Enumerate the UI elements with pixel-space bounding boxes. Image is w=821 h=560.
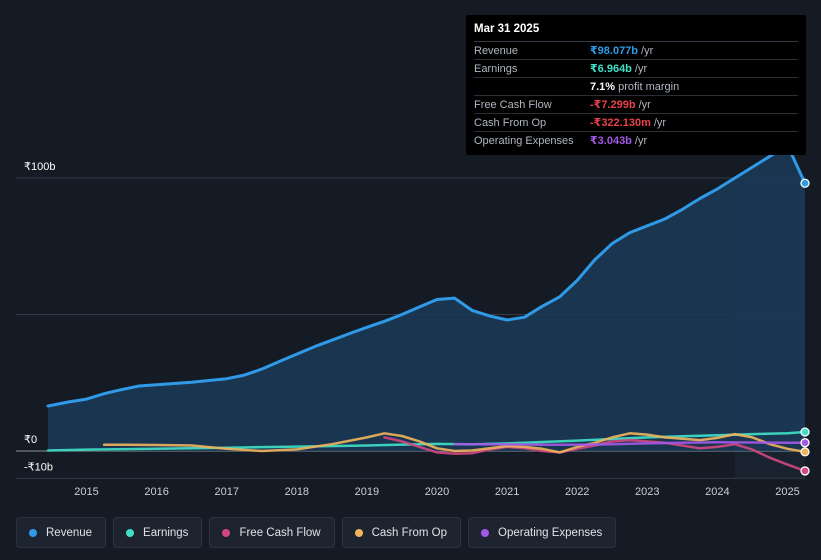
- x-tick-label: 2019: [355, 486, 379, 498]
- tooltip-row: Free Cash Flow -₹7.299b/yr: [474, 96, 798, 114]
- legend-dot-icon: [481, 528, 490, 537]
- series-line-cash-from-op: [102, 432, 807, 454]
- legend-item-cash-from-op[interactable]: Cash From Op: [341, 517, 462, 548]
- tooltip-row: Revenue ₹98.077b/yr: [474, 42, 798, 60]
- tooltip-row: Cash From Op -₹322.130m/yr: [474, 114, 798, 132]
- legend-label: Free Cash Flow: [239, 526, 321, 539]
- series-endpoint-earnings: [800, 427, 810, 437]
- series-endpoint-cash-from-op: [800, 447, 810, 457]
- x-tick-label: 2015: [74, 486, 98, 498]
- x-tick-label: 2025: [775, 486, 799, 498]
- legend-label: Revenue: [46, 526, 93, 539]
- legend-item-earnings[interactable]: Earnings: [113, 517, 203, 548]
- series-endpoint-operating-expenses: [800, 438, 810, 448]
- tooltip-row-label: Cash From Op: [474, 116, 547, 129]
- tooltip-row-unit: /yr: [641, 44, 654, 57]
- legend-item-revenue[interactable]: Revenue: [16, 517, 107, 548]
- y-tick-label: ₹0: [24, 434, 37, 446]
- legend-item-operating-expenses[interactable]: Operating Expenses: [468, 517, 617, 548]
- tooltip-row-label: Free Cash Flow: [474, 98, 552, 111]
- tooltip-row-value: 7.1%: [590, 80, 616, 93]
- series-endpoint-revenue: [800, 178, 810, 188]
- tooltip-row-unit: profit margin: [618, 80, 680, 93]
- tooltip-row: Earnings ₹6.964b/yr: [474, 60, 798, 78]
- y-tick-label: ₹100b: [24, 161, 55, 173]
- tooltip-row-value: ₹6.964b: [590, 63, 632, 75]
- legend-dot-icon: [29, 528, 37, 537]
- chart-legend: Revenue Earnings Free Cash Flow Cash From O…: [16, 517, 617, 548]
- tooltip-row-value: ₹98.077b: [590, 45, 639, 57]
- x-tick-label: 2016: [144, 486, 168, 498]
- tooltip-row-unit: /yr: [638, 98, 651, 111]
- x-tick-label: 2020: [425, 486, 449, 498]
- series-area-revenue: [48, 145, 805, 451]
- y-tick-label: -₹10b: [24, 461, 53, 473]
- data-tooltip: Mar 31 2025 Revenue ₹98.077b/yr Earnings ₹6…: [466, 15, 806, 155]
- legend-label: Operating Expenses: [498, 526, 603, 539]
- legend-dot-icon: [354, 528, 363, 537]
- tooltip-row: Operating Expenses ₹3.043b/yr: [474, 132, 798, 149]
- legend-dot-icon: [126, 528, 135, 537]
- tooltip-row-unit: /yr: [634, 134, 648, 147]
- x-tick-label: 2023: [635, 486, 659, 498]
- tooltip-row-label: Revenue: [474, 44, 519, 57]
- tooltip-row-unit: /yr: [653, 116, 667, 129]
- x-tick-label: 2022: [565, 486, 589, 498]
- x-tick-label: 2018: [285, 486, 309, 498]
- tooltip-row-value: -₹7.299b: [590, 99, 636, 111]
- series-endpoint-free-cash-flow: [800, 466, 810, 476]
- tooltip-row-label: Earnings: [474, 62, 518, 75]
- tooltip-row-value: -₹322.130m: [590, 117, 651, 129]
- legend-item-free-cash-flow[interactable]: Free Cash Flow: [209, 517, 335, 548]
- series-line-revenue: [46, 143, 807, 408]
- x-tick-label: 2024: [705, 486, 729, 498]
- legend-label: Earnings: [143, 526, 189, 539]
- x-tick-label: 2021: [495, 486, 519, 498]
- tooltip-row-label: Operating Expenses: [474, 134, 574, 147]
- tooltip-row-value: ₹3.043b: [590, 135, 632, 147]
- x-tick-label: 2017: [214, 486, 238, 498]
- tooltip-row: 7.1% profit margin: [474, 78, 798, 96]
- tooltip-row-unit: /yr: [634, 62, 648, 75]
- legend-dot-icon: [222, 528, 231, 537]
- series-line-operating-expenses: [453, 441, 807, 446]
- legend-label: Cash From Op: [371, 526, 448, 539]
- tooltip-date: Mar 31 2025: [474, 23, 798, 42]
